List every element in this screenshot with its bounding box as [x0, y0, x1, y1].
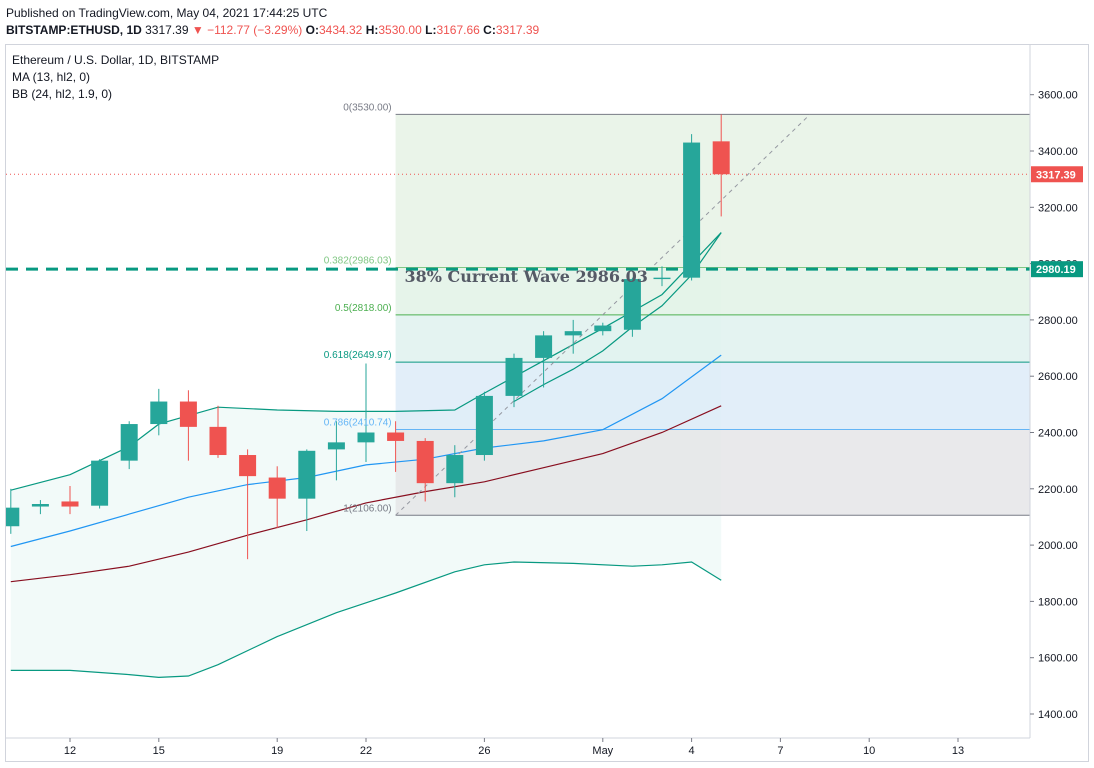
last-price: 3317.39 — [145, 23, 189, 37]
horizontal-level-price-label: 2980.19 — [1036, 264, 1076, 276]
fib-level-label: 1(2106.00) — [343, 503, 391, 514]
down-arrow-icon: ▼ — [191, 23, 204, 37]
candle-body — [179, 401, 197, 427]
trend-line — [395, 114, 811, 516]
time-tick-label: 7 — [777, 745, 783, 757]
candle-body — [416, 440, 434, 484]
fib-level-label: 0.618(2649.97) — [324, 350, 392, 361]
open-label: O: — [305, 23, 319, 37]
candle-body — [150, 401, 168, 425]
candle-body — [446, 455, 464, 484]
candle-body — [594, 325, 612, 332]
horizontal-level-price-label-bg — [1031, 261, 1083, 278]
time-tick-label: 4 — [689, 745, 695, 757]
time-tick-label: 19 — [271, 745, 283, 757]
candle-body — [327, 442, 345, 450]
candle-body — [505, 357, 523, 396]
price-tick-label: 1600.00 — [1038, 653, 1078, 665]
candle-body — [683, 142, 701, 278]
chart-legend-title: Ethereum / U.S. Dollar, 1D, BITSTAMP — [12, 53, 220, 67]
candle-body — [61, 501, 79, 507]
time-tick-label: 13 — [952, 745, 964, 757]
symbol: BITSTAMP:ETHUSD, 1D — [6, 23, 142, 37]
fib-level-label: 0.382(2986.03) — [324, 256, 392, 267]
price-tick-label: 1800.00 — [1038, 596, 1078, 608]
close-value: 3317.39 — [495, 23, 540, 37]
candle-body — [268, 477, 286, 499]
fib-zone — [395, 362, 1030, 430]
ma-legend: MA (13, hl2, 0) — [12, 70, 91, 84]
candle-body — [535, 335, 553, 358]
fib-zone — [395, 267, 1030, 315]
time-tick-label: 15 — [153, 745, 165, 757]
candle-body — [387, 432, 405, 441]
close-label: C: — [483, 23, 496, 37]
candle-body — [239, 455, 257, 477]
high-label: H: — [365, 23, 379, 37]
slow-ma-line — [10, 405, 722, 583]
time-tick-label: 10 — [863, 745, 875, 757]
price-tick-label: 2800.00 — [1038, 315, 1078, 327]
candle-body — [209, 426, 227, 456]
last-price-label: 3317.39 — [1036, 169, 1076, 181]
fib-level-label: 0.5(2818.00) — [335, 303, 392, 314]
price-tick-label: 2600.00 — [1038, 371, 1078, 383]
time-tick-label: 22 — [360, 745, 372, 757]
price-tick-label: 3200.00 — [1038, 202, 1078, 214]
candle-body — [623, 279, 641, 330]
fib-zone — [395, 314, 1030, 363]
price-tick-label: 1400.00 — [1038, 709, 1078, 721]
bb-lower-line — [10, 561, 722, 679]
low-value: 3167.66 — [436, 23, 480, 37]
candle-body — [6, 507, 20, 527]
candle-body — [91, 460, 109, 506]
open-value: 3434.32 — [318, 23, 363, 37]
published-line: Published on TradingView.com, May 04, 20… — [6, 6, 328, 20]
candle-body — [475, 395, 493, 456]
time-tick-label: May — [592, 745, 613, 757]
high-value: 3530.00 — [378, 23, 422, 37]
symbol-quote-line: BITSTAMP:ETHUSD, 1D 3317.39 ▼ −112.77 (−… — [6, 23, 539, 37]
candle-body — [653, 277, 671, 280]
price-tick-label: 2400.00 — [1038, 428, 1078, 440]
price-tick-label: 3600.00 — [1038, 90, 1078, 102]
annotation-text: 38% Current Wave 2986.03 — [404, 267, 647, 286]
price-tick-label: 3400.00 — [1038, 146, 1078, 158]
candle-body — [564, 331, 582, 336]
candle-body — [357, 432, 375, 443]
fib-level-label: 0.786(2410.74) — [324, 417, 392, 428]
plot-area — [6, 113, 1030, 679]
bb-legend: BB (24, hl2, 1.9, 0) — [12, 87, 113, 101]
price-change: −112.77 (−3.29%) — [207, 23, 303, 37]
candle-body — [120, 424, 138, 461]
fib-zone — [395, 429, 1030, 516]
price-tick-label: 2000.00 — [1038, 540, 1078, 552]
time-tick-label: 26 — [478, 745, 490, 757]
candle-body — [31, 504, 49, 507]
bb-basis-line — [10, 354, 722, 548]
fib-level-label: 0(3530.00) — [343, 102, 391, 113]
price-tick-label: 2200.00 — [1038, 484, 1078, 496]
low-label: L: — [425, 23, 437, 37]
candle-body — [712, 141, 730, 175]
ma-line — [513, 232, 722, 403]
last-price-label-bg — [1031, 166, 1083, 183]
time-tick-label: 12 — [64, 745, 76, 757]
chart-frame — [5, 44, 1089, 762]
candle-body — [298, 450, 316, 499]
